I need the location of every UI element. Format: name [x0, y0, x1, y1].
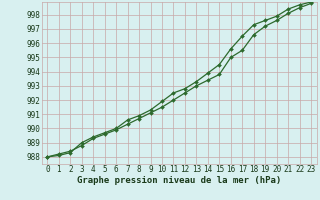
X-axis label: Graphe pression niveau de la mer (hPa): Graphe pression niveau de la mer (hPa)	[77, 176, 281, 185]
